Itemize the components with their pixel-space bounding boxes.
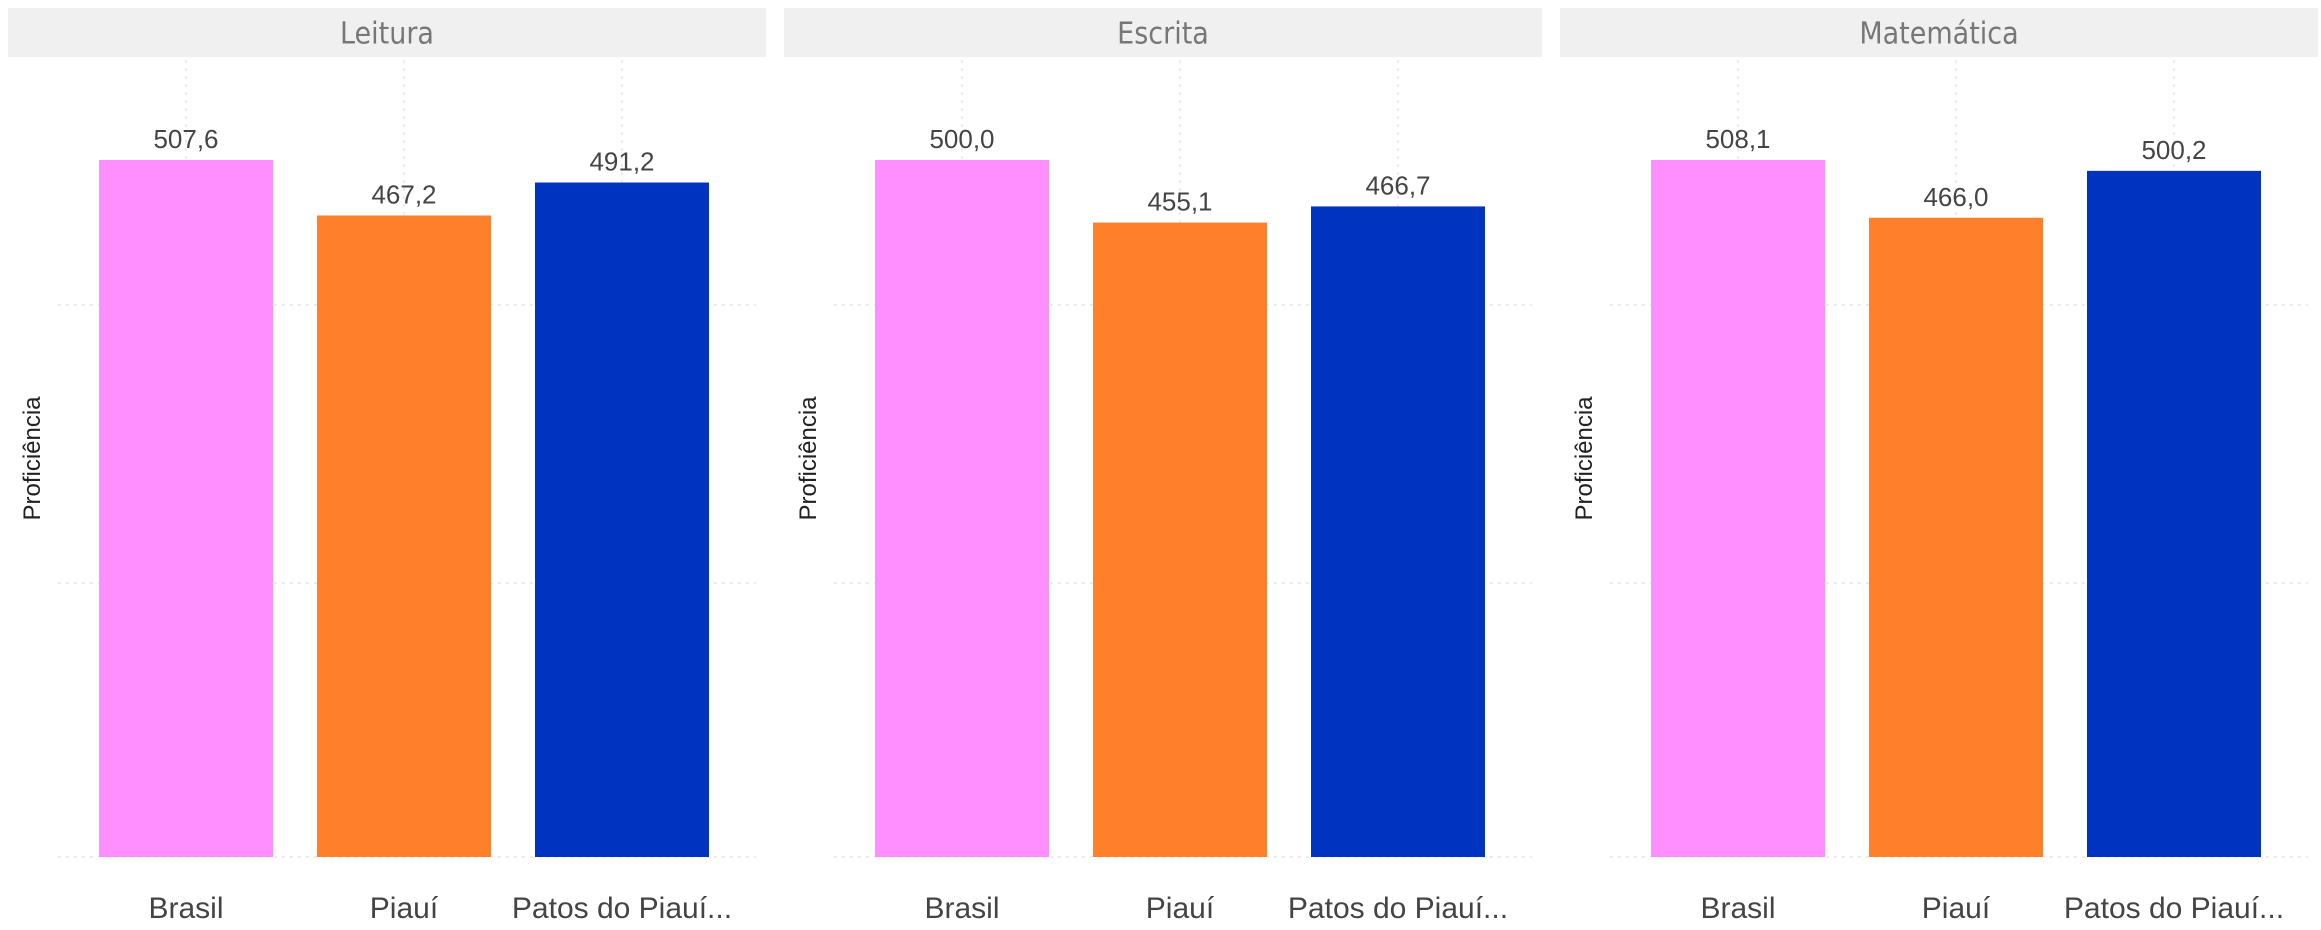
x-tick-label: Piauí xyxy=(1146,892,1215,925)
facet-title: Escrita xyxy=(1117,17,1209,52)
bar-value-label: 455,1 xyxy=(1147,187,1212,217)
x-tick-label: Piauí xyxy=(1922,892,1991,925)
x-tick-label: Brasil xyxy=(148,892,223,925)
facet-panel-3: Matemática Proficiência 508,1 Brasil 466,0 Pi… xyxy=(1560,8,2318,925)
facet-panel-1: Leitura Proficiência 507,6 Brasil 467,2 Piauí… xyxy=(8,8,766,925)
bar-value-label: 466,7 xyxy=(1365,170,1430,200)
facet-panel-2: Escrita Proficiência 500,0 Brasil 455,1 Piauí… xyxy=(784,8,1542,925)
bar-patos-do-piau xyxy=(2087,170,2261,857)
bar-patos-do-piau xyxy=(535,182,709,858)
facet-strip xyxy=(784,8,1542,57)
bar-value-label: 467,2 xyxy=(371,179,436,209)
x-tick-label: Brasil xyxy=(1700,892,1775,925)
bar-value-label: 500,0 xyxy=(929,124,994,154)
bar-brasil xyxy=(1651,160,1825,857)
facet-title: Matemática xyxy=(1859,17,2018,52)
bar-value-label: 466,0 xyxy=(1923,182,1988,212)
bar-value-label: 491,2 xyxy=(589,147,654,177)
x-tick-label: Patos do Piauí... xyxy=(512,892,732,925)
bar-brasil xyxy=(99,160,273,857)
bar-brasil xyxy=(875,160,1049,857)
x-tick-label: Patos do Piauí... xyxy=(2064,892,2284,925)
y-axis-label: Proficiência xyxy=(19,396,46,521)
y-axis-label: Proficiência xyxy=(1571,396,1598,521)
facet-title: Leitura xyxy=(340,17,434,52)
facet-strip xyxy=(1560,8,2318,57)
bar-piau xyxy=(317,215,491,858)
bar-value-label: 508,1 xyxy=(1705,124,1770,154)
x-tick-label: Patos do Piauí... xyxy=(1288,892,1508,925)
facet-strip xyxy=(8,8,766,57)
bar-patos-do-piau xyxy=(1311,206,1485,858)
bar-piau xyxy=(1869,217,2043,857)
bar-value-label: 507,6 xyxy=(153,124,218,154)
bar-piau xyxy=(1093,222,1267,858)
x-tick-label: Piauí xyxy=(370,892,439,925)
bar-value-label: 500,2 xyxy=(2141,135,2206,165)
y-axis-label: Proficiência xyxy=(795,396,822,521)
x-tick-label: Brasil xyxy=(924,892,999,925)
